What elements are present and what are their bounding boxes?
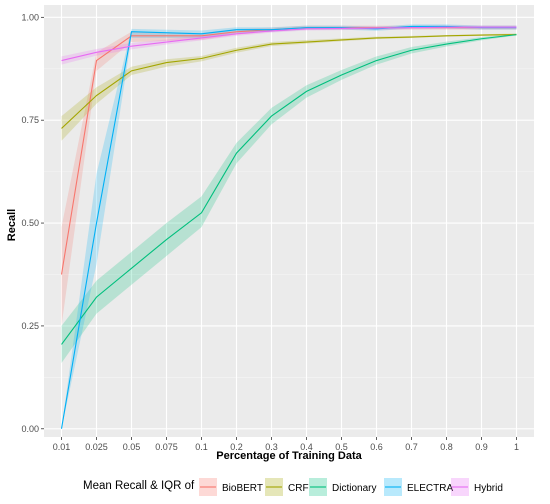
series-line-dictionary <box>61 34 517 345</box>
legend: Mean Recall & IQR of BioBERT CRF Dictionar… <box>83 478 503 496</box>
legend-label: CRF <box>288 483 309 494</box>
x-tick-label: 0.05 <box>123 442 141 452</box>
legend-label: BioBERT <box>222 483 263 494</box>
x-tick-label: 0.2 <box>230 442 243 452</box>
y-axis-title: Recall <box>6 209 18 241</box>
legend-item-biobert: BioBERT <box>199 478 263 496</box>
iqr-ribbon-biobert <box>61 25 517 326</box>
x-axis: 0.01 0.025 0.05 0.075 0.1 0.2 0.3 0.4 0.5 0.6 0.7 0… <box>53 437 519 452</box>
legend-item-electra: ELECTRA <box>384 478 453 496</box>
legend-item-crf: CRF <box>265 478 309 496</box>
y-tick-label: 0.00 <box>21 424 39 434</box>
y-tick-label: 1.00 <box>21 12 39 22</box>
series-line-hybrid <box>61 26 517 62</box>
x-tick-label: 0.4 <box>300 442 313 452</box>
iqr-ribbon-hybrid <box>61 25 517 65</box>
y-tick-label: 0.25 <box>21 321 39 331</box>
x-tick-label: 0.6 <box>370 442 383 452</box>
iqr-ribbon-crf <box>61 33 517 141</box>
series-line-crf <box>61 34 517 129</box>
legend-label: Hybrid <box>474 483 503 494</box>
legend-item-hybrid: Hybrid <box>451 478 503 496</box>
x-axis-title: Percentage of Training Data <box>216 450 362 462</box>
x-tick-label: 0.8 <box>440 442 453 452</box>
x-tick-label: 0.5 <box>335 442 348 452</box>
x-tick-label: 1 <box>514 442 519 452</box>
x-tick-label: 0.025 <box>85 442 108 452</box>
plot-panel <box>44 5 534 437</box>
plot-area <box>44 5 534 437</box>
y-tick-label: 0.75 <box>21 115 39 125</box>
legend-label: Dictionary <box>332 483 376 494</box>
x-tick-label: 0.3 <box>265 442 278 452</box>
x-tick-label: 0.01 <box>53 442 71 452</box>
legend-item-dictionary: Dictionary <box>309 478 376 496</box>
legend-label: ELECTRA <box>407 483 453 494</box>
iqr-ribbon-dictionary <box>61 33 517 363</box>
x-tick-label: 0.1 <box>195 442 208 452</box>
y-axis: 0.00 0.25 0.50 0.75 1.00 <box>21 12 44 434</box>
legend-title: Mean Recall & IQR of <box>83 480 195 492</box>
x-tick-label: 0.075 <box>155 442 178 452</box>
x-tick-label: 0.7 <box>405 442 418 452</box>
y-tick-label: 0.50 <box>21 218 39 228</box>
series-line-electra <box>60 25 517 429</box>
x-tick-label: 0.9 <box>475 442 488 452</box>
